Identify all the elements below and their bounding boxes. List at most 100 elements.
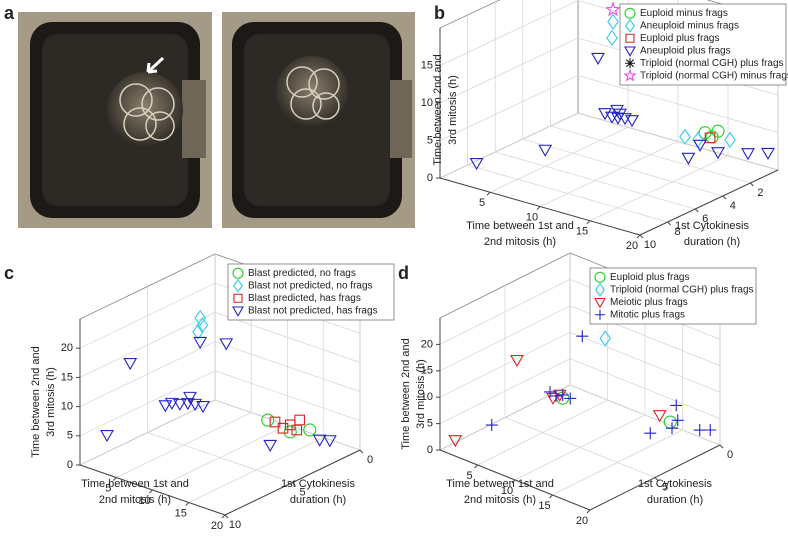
blastomere — [312, 92, 340, 120]
x-axis-title: Time between 1st and — [81, 478, 189, 490]
panel-letter: d — [398, 263, 409, 283]
grid-line — [439, 305, 571, 372]
data-point — [158, 400, 173, 413]
data-point — [724, 131, 736, 148]
legend-label: Blast not predicted, has frags — [248, 305, 378, 316]
legend-marker — [625, 33, 635, 43]
z-axis-title: Time between 2nd and — [30, 346, 42, 458]
tick-mark — [112, 477, 117, 481]
data-point — [761, 147, 775, 161]
data-point — [564, 392, 577, 405]
data-point — [123, 358, 138, 371]
data-point — [538, 144, 553, 157]
tick-mark — [185, 502, 190, 506]
x-axis-title: 2nd mitosis (h) — [464, 494, 536, 506]
legend-marker — [624, 46, 636, 57]
data-point — [693, 139, 707, 152]
grid-line — [439, 0, 579, 66]
z-tick-label: 10 — [421, 97, 433, 109]
data-point — [599, 330, 612, 347]
tick-mark — [654, 477, 659, 481]
legend-marker — [623, 68, 637, 82]
y-axis-title: duration (h) — [647, 494, 703, 506]
tick-mark — [719, 444, 724, 449]
tick-mark — [292, 482, 296, 486]
data-point — [469, 158, 484, 171]
grid-line — [569, 384, 721, 446]
legend-box — [619, 3, 787, 86]
legend-label: Blast not predicted, no frags — [248, 280, 373, 291]
y-tick-label: 5 — [662, 481, 668, 493]
data-point — [556, 388, 569, 401]
grid-line — [522, 138, 723, 197]
axis-line — [79, 464, 226, 516]
data-point — [303, 423, 317, 437]
tick-mark — [549, 494, 553, 499]
data-point — [172, 398, 187, 411]
legend-marker — [233, 293, 243, 303]
x-tick-label: 20 — [211, 520, 223, 532]
data-point — [448, 435, 463, 448]
legend-label: Meiotic plus frags — [610, 297, 688, 308]
z-axis-title: 3rd mitosis (h) — [45, 367, 57, 437]
blastomere — [123, 107, 157, 141]
data-point — [183, 391, 197, 404]
x-tick-label: 15 — [175, 507, 187, 519]
x-axis-title: 2nd mitosis (h) — [99, 494, 171, 506]
tick-mark — [750, 182, 754, 187]
data-point — [277, 422, 289, 434]
x-tick-label: 10 — [526, 211, 538, 223]
data-point — [613, 108, 627, 121]
tick-mark — [149, 489, 153, 494]
legend-label: Euploid plus frags — [610, 272, 690, 283]
data-point — [283, 425, 297, 439]
axis-line — [639, 169, 779, 236]
z-tick-label: 5 — [427, 134, 433, 146]
x-tick-label: 20 — [626, 240, 638, 252]
legend-marker — [595, 282, 605, 297]
legend-box — [227, 263, 395, 321]
blastomere — [141, 87, 175, 121]
blastomere — [145, 111, 175, 141]
data-point — [671, 414, 684, 427]
data-point — [606, 29, 618, 47]
data-point — [576, 330, 589, 343]
axis-line — [224, 449, 361, 516]
x-tick-label: 5 — [479, 197, 485, 209]
legend-label: Aneuploid plus frags — [640, 45, 731, 56]
embryo — [107, 72, 183, 148]
z-axis-title: Time between 2nd and — [432, 54, 444, 166]
grid-line — [439, 358, 571, 424]
blastomere — [286, 66, 318, 98]
data-point — [605, 1, 621, 17]
tick-mark — [224, 514, 229, 519]
axis-line — [589, 444, 721, 511]
legend-label: Euploid plus frags — [640, 33, 720, 44]
data-point — [610, 104, 624, 117]
legend-marker — [594, 271, 606, 283]
y-tick-label: 0 — [367, 454, 373, 466]
data-point — [591, 52, 605, 66]
tick-mark — [694, 208, 699, 213]
z-axis-title: 3rd mitosis (h) — [447, 75, 459, 145]
grid-line — [214, 341, 361, 392]
grid-line — [439, 112, 579, 179]
z-tick-label: 0 — [67, 459, 73, 471]
y-tick-label: 0 — [727, 449, 733, 461]
x-tick-label: 5 — [466, 470, 472, 482]
y-tick-label: 2 — [757, 187, 763, 199]
x-axis-title: 2nd mitosis (h) — [484, 236, 556, 248]
grid-line — [504, 417, 656, 478]
grid-line — [79, 312, 216, 378]
axis-line — [439, 177, 641, 236]
tick-mark — [586, 509, 591, 514]
tick-mark — [722, 195, 727, 200]
grid-line — [489, 126, 629, 193]
legend-label: Triploid (normal CGH) minus frags — [640, 70, 788, 81]
legend-marker — [232, 306, 244, 317]
blastomere — [290, 88, 322, 120]
data-point — [192, 323, 204, 341]
z-tick-label: 15 — [61, 371, 73, 383]
